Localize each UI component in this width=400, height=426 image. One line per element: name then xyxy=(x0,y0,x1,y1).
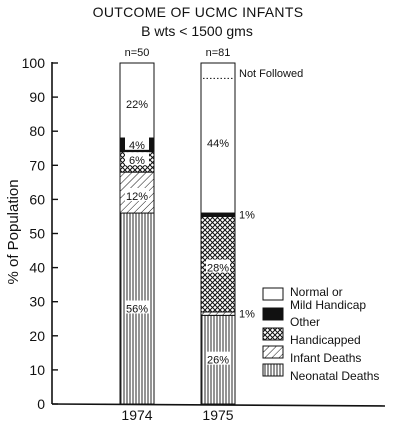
y-tick-label: 20 xyxy=(29,328,45,344)
y-tick-label: 100 xyxy=(22,55,46,71)
y-axis-label: % of Population xyxy=(5,179,22,284)
legend-swatch xyxy=(262,327,284,341)
legend-label: Neonatal Deaths xyxy=(290,369,379,383)
y-tick-label: 90 xyxy=(29,89,45,105)
data-label-bg xyxy=(125,187,149,201)
legend-label: Handicapped xyxy=(290,333,361,347)
legend-swatch xyxy=(262,345,284,359)
data-label: 44% xyxy=(207,138,229,150)
legend-label: Normal or xyxy=(290,285,343,299)
data-label: 22% xyxy=(126,99,148,111)
data-label-bg xyxy=(206,259,230,273)
n-label: n=81 xyxy=(206,47,231,59)
y-tick-label: 0 xyxy=(37,396,45,412)
bar-segment xyxy=(200,212,236,217)
y-tick-label: 60 xyxy=(29,191,45,207)
legend-label: Infant Deaths xyxy=(290,351,361,365)
data-label-bg xyxy=(125,136,149,150)
y-tick-label: 50 xyxy=(29,226,45,242)
data-label: 4% xyxy=(129,140,145,152)
data-label: 26% xyxy=(207,355,229,367)
y-tick-label: 40 xyxy=(29,260,45,276)
data-label: 28% xyxy=(207,263,229,275)
y-tick-label: 80 xyxy=(29,123,45,139)
chart-title: OUTCOME OF UCMC INFANTS xyxy=(93,4,304,20)
x-tick-label: 1974 xyxy=(121,407,152,423)
legend-swatch xyxy=(262,307,284,321)
data-label: 1% xyxy=(239,210,255,222)
bars: 1974 n=50 1975 n=81 56% 12% 6% 4% 22% 26% 28% 44% 1%… xyxy=(119,47,303,423)
data-label: 6% xyxy=(129,155,145,167)
axes: 0 10 20 30 40 50 60 70 80 90 100 xyxy=(22,55,386,412)
y-tick-label: 30 xyxy=(29,294,45,310)
data-label-bg xyxy=(125,300,149,314)
data-label-bg xyxy=(125,152,149,166)
y-tick-label: 70 xyxy=(29,157,45,173)
data-label-bg xyxy=(206,135,230,149)
data-label-bg xyxy=(125,95,149,109)
data-label: 12% xyxy=(126,191,148,203)
n-label: n=50 xyxy=(125,47,150,59)
legend-swatch xyxy=(262,363,284,377)
x-axis-line xyxy=(51,403,386,407)
x-tick-label: 1975 xyxy=(202,407,233,423)
data-label-bg xyxy=(206,351,230,365)
legend-label: Mild Handicap xyxy=(290,298,366,312)
data-label: 1% xyxy=(239,309,255,321)
y-tick-label: 10 xyxy=(29,362,45,378)
data-label: 56% xyxy=(126,304,148,316)
legend-label: Other xyxy=(290,315,320,329)
legend-swatch xyxy=(262,287,284,301)
chart-subtitle: B wts < 1500 gms xyxy=(141,23,253,39)
annotation-not-followed: Not Followed xyxy=(239,68,303,80)
bar-segment xyxy=(200,311,236,316)
